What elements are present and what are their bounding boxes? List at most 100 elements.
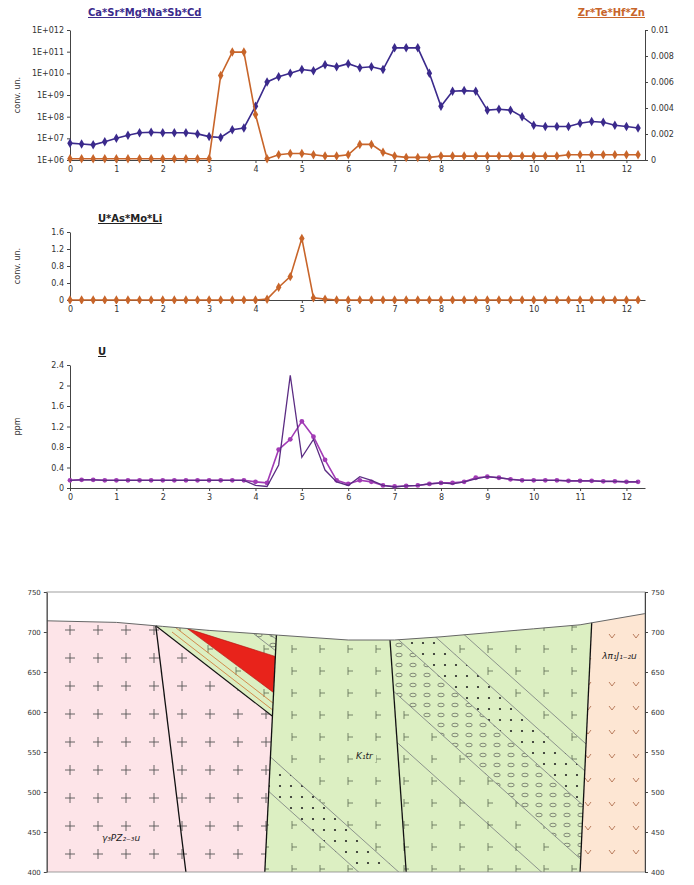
tick-mark	[626, 488, 627, 491]
y-axis-title: conv. un.	[13, 248, 22, 284]
tick-label: 0.006	[651, 78, 674, 87]
marker	[601, 118, 606, 127]
marker	[195, 129, 200, 138]
marker	[137, 295, 142, 304]
tick-label: 0.008	[651, 52, 674, 61]
tick-label: 11	[575, 165, 585, 174]
marker	[299, 149, 304, 158]
fault	[265, 635, 277, 872]
bedding	[47, 592, 645, 872]
unit-label: K₁tr	[354, 750, 376, 762]
tick: 4	[253, 488, 258, 502]
marker	[415, 295, 420, 304]
tick-mark	[645, 56, 648, 57]
chart-title: U*As*Mo*Li	[98, 213, 162, 224]
conglomerate	[47, 592, 645, 872]
marker	[392, 151, 397, 160]
marker	[403, 295, 408, 304]
tick-label: 5	[300, 165, 305, 174]
tick-label: 5	[300, 493, 305, 502]
marker	[125, 295, 130, 304]
marker	[90, 154, 95, 163]
section-y-axis: 400450500550600650700750	[27, 589, 47, 877]
tick-label: 1E+07	[37, 134, 64, 143]
series-line	[70, 48, 638, 145]
tick-mark	[534, 488, 535, 491]
tick: 700	[27, 629, 46, 637]
y-axis: 1E+061E+071E+081E+091E+0101E+0111E+012	[32, 26, 71, 165]
tick: 9	[485, 488, 490, 502]
tick-mark	[67, 365, 70, 366]
tick-mark	[645, 108, 648, 109]
tick-label: 550	[651, 749, 664, 757]
tick: 5	[300, 300, 305, 314]
tick: 2.4	[51, 361, 70, 370]
marker	[461, 295, 466, 304]
tick-mark	[67, 427, 70, 428]
marker	[172, 295, 177, 304]
marker	[577, 150, 582, 159]
marker	[345, 150, 350, 159]
tick-mark	[645, 82, 648, 83]
unit-text: λπ₁J₁₋₂u	[601, 651, 637, 661]
marker	[299, 234, 304, 243]
unit-text: K₁tr	[356, 751, 374, 761]
tick-label: 2	[161, 305, 166, 314]
tick-mark	[67, 447, 70, 448]
bedding	[47, 592, 645, 822]
tick-mark	[645, 872, 648, 873]
marker	[114, 295, 119, 304]
marker	[148, 128, 153, 137]
marker	[345, 59, 350, 68]
tick-label: 8	[439, 493, 444, 502]
tick-label: 0	[59, 484, 64, 493]
marker	[496, 295, 501, 304]
tick: 7	[393, 488, 398, 502]
marker	[218, 133, 223, 142]
marker	[508, 151, 513, 160]
marker	[148, 295, 153, 304]
marker	[114, 134, 119, 143]
series-line	[70, 375, 638, 487]
tick-label: 1	[114, 305, 119, 314]
tick: 0.4	[51, 279, 70, 288]
tick-mark	[441, 488, 442, 491]
series-line	[70, 52, 638, 159]
marker	[67, 154, 72, 163]
marker	[450, 151, 455, 160]
tick-mark	[67, 52, 70, 53]
tick-mark	[44, 752, 47, 753]
marker	[415, 43, 420, 52]
tick-label: 0.8	[51, 443, 64, 452]
marker	[288, 437, 293, 442]
marker	[566, 122, 571, 131]
marker	[288, 149, 293, 158]
tick: 0.004	[645, 104, 674, 113]
marker	[230, 295, 235, 304]
tick-label: 6	[346, 305, 351, 314]
marker	[473, 86, 478, 95]
tick-label: 0	[651, 156, 656, 165]
tick-mark	[302, 300, 303, 303]
tick-mark	[580, 488, 581, 491]
tick: 1E+010	[32, 69, 70, 78]
tick-mark	[645, 752, 648, 753]
tick: 0	[59, 484, 70, 493]
label-ground	[100, 832, 142, 844]
tick-label: 1E+09	[37, 91, 64, 100]
marker	[90, 295, 95, 304]
marker	[357, 63, 362, 72]
marker	[612, 150, 617, 159]
marker	[519, 295, 524, 304]
marker	[369, 62, 374, 71]
tick: 600	[645, 709, 664, 717]
tick-label: 0.4	[51, 464, 64, 473]
tick: 3	[207, 488, 212, 502]
tick-label: 12	[622, 493, 632, 502]
tick-label: 700	[651, 629, 664, 637]
marker	[172, 154, 177, 163]
marker	[218, 295, 223, 304]
marker	[473, 151, 478, 160]
tick-mark	[67, 488, 70, 489]
tick-mark	[67, 386, 70, 387]
